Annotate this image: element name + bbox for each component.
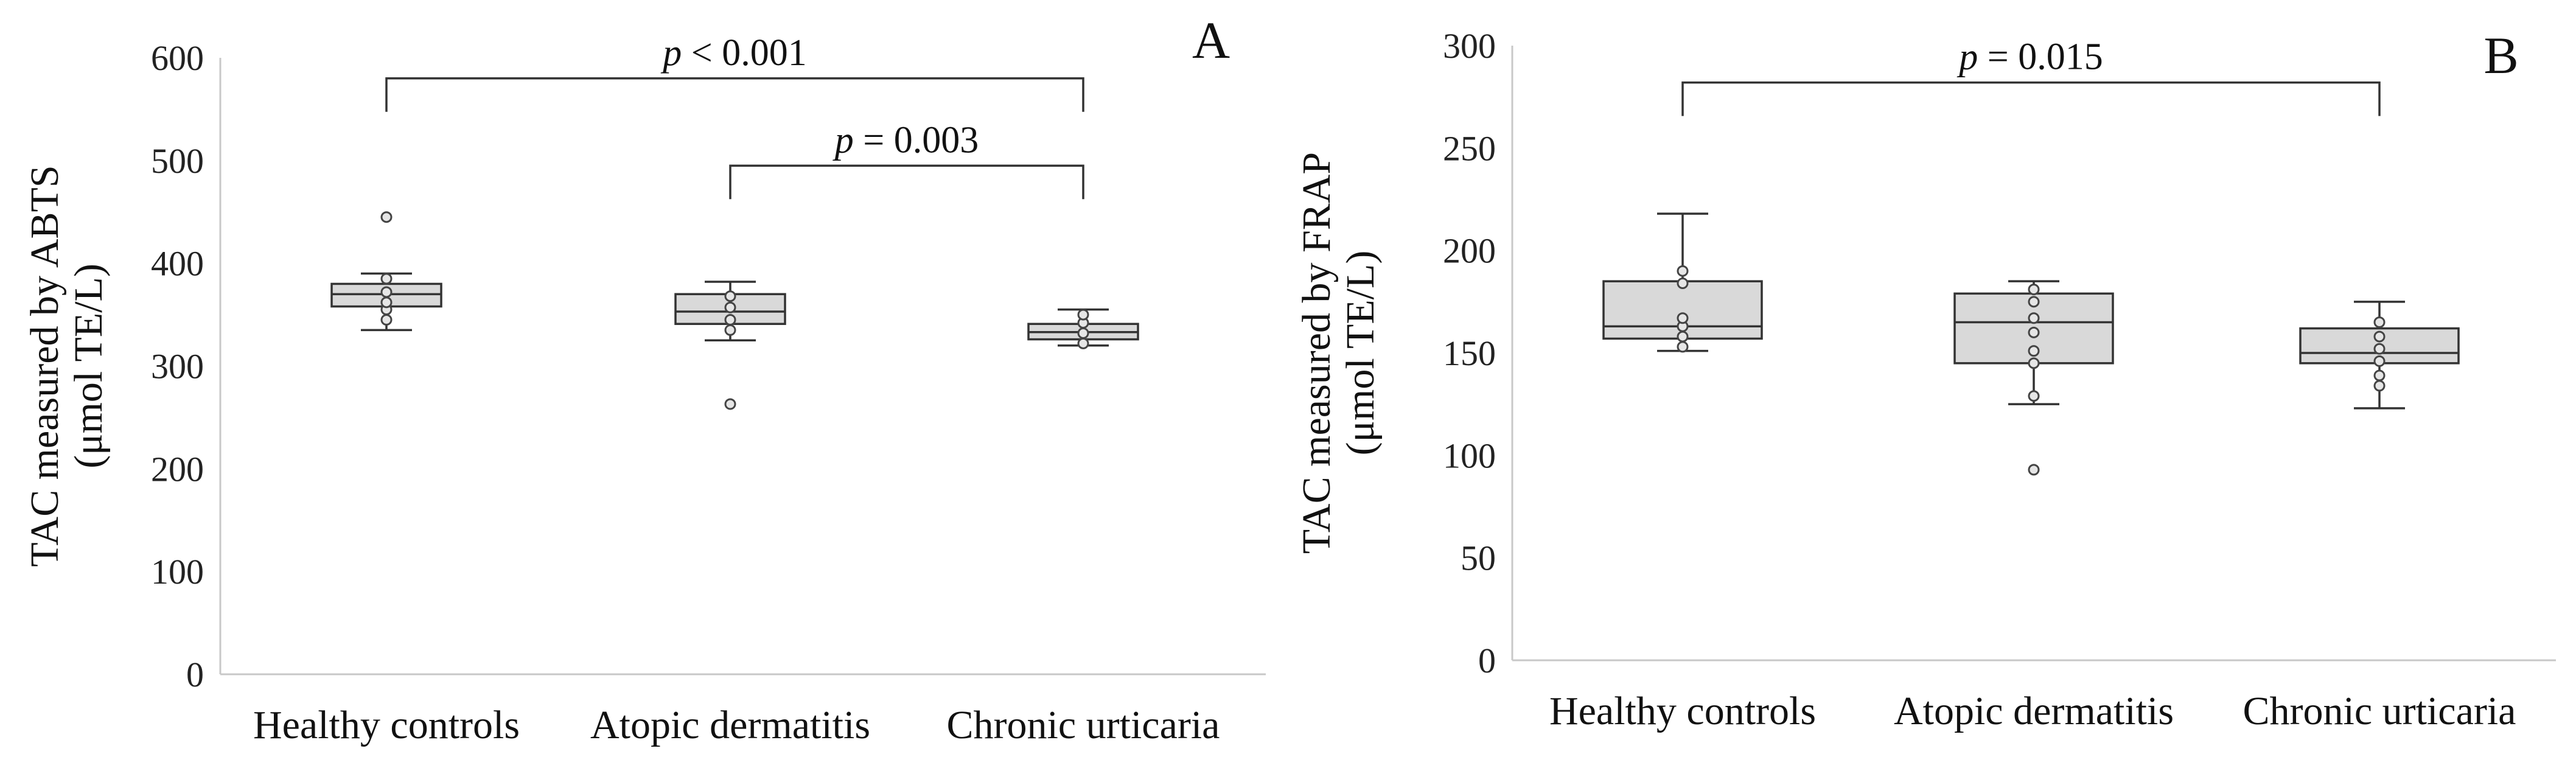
panel-b: 0 50 100 150 200 250 300 TAC measured by FRAP (μ… [1294,26,2556,733]
data-point [1077,337,1089,349]
data-point [1677,330,1689,343]
y-tick-label: 400 [151,244,204,284]
data-point [1077,327,1089,339]
p-value-label: p = 0.015 [1956,37,2103,78]
data-point [2028,345,2040,357]
p-value-label: p = 0.003 [832,119,979,161]
data-point [2028,326,2040,338]
y-axis-label: TAC measured by FRAP [1294,152,1339,554]
y-tick-label: 50 [1461,539,1496,578]
x-category-label: Atopic dermatitis [590,703,870,747]
y-tick-label: 0 [1478,641,1496,680]
data-point [1677,278,1689,290]
y-tick-label: 300 [1443,26,1496,66]
y-tick-label: 150 [1443,333,1496,373]
data-point [380,286,393,298]
panel-letter: A [1192,11,1230,69]
data-point [1677,265,1689,277]
panel-letter: B [2484,26,2518,85]
data-point [1677,312,1689,324]
data-point [724,314,736,326]
data-point [2373,369,2386,382]
y-tick-label: 600 [151,38,204,78]
x-category-label: Healthy controls [253,703,520,747]
y-axis-label: TAC measured by ABTS [23,165,67,567]
data-point [2373,330,2386,343]
y-tick-label: 250 [1443,128,1496,168]
significance-bracket [385,77,1084,112]
y-tick-label: 300 [151,347,204,386]
outlier-point [724,398,736,410]
data-point [2028,284,2040,296]
data-point [2373,380,2386,392]
x-category-label: Atopic dermatitis [1894,689,2174,733]
outlier-point [380,211,393,223]
data-point [2028,312,2040,324]
y-tick-label: 500 [151,141,204,181]
data-point [2028,357,2040,369]
data-point [380,273,393,285]
y-axis-label-units: (μmol TE/L) [66,264,111,469]
significance-bracket [1681,81,2381,116]
significance-bracket [729,164,1084,200]
x-category-label: Chronic urticaria [2243,689,2516,733]
data-point [380,296,393,309]
p-value-label: p < 0.001 [660,32,806,74]
y-tick-label: 100 [151,552,204,592]
data-point [724,301,736,313]
data-point [724,324,736,336]
outlier-point [2028,464,2040,476]
x-category-label: Chronic urticaria [947,703,1220,747]
data-point [1677,341,1689,353]
data-point [724,290,736,302]
x-category-label: Healthy controls [1549,689,1816,733]
data-point [2028,390,2040,402]
data-point [2373,355,2386,367]
data-point [380,314,393,326]
y-tick-label: 100 [1443,436,1496,475]
data-point [1077,309,1089,321]
data-point [2373,316,2386,328]
data-point [2028,296,2040,308]
y-tick-label: 200 [151,449,204,489]
y-axis-label-units: (μmol TE/L) [1338,251,1383,456]
panel-a: 0 100 200 300 400 500 600 TAC measured by ABTS(… [23,11,1266,747]
y-tick-label: 200 [1443,231,1496,271]
data-point [2373,343,2386,355]
y-tick-label: 0 [186,655,204,694]
